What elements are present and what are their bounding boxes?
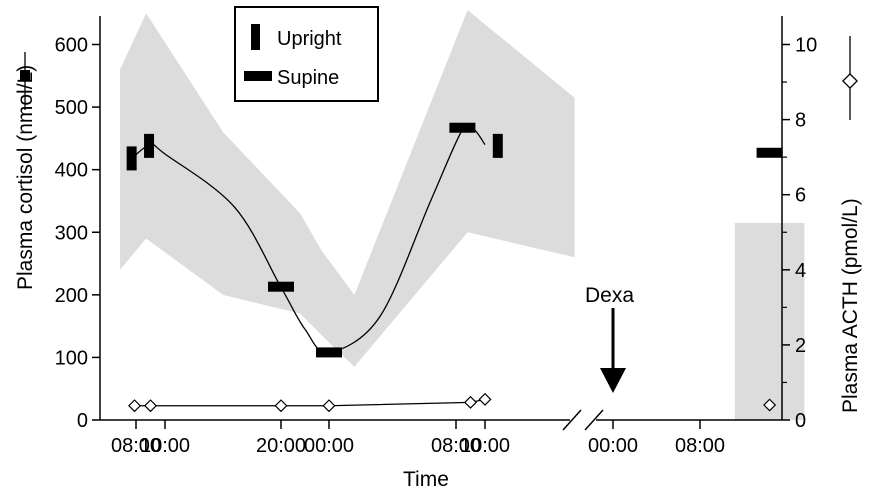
y-left-tick-label: 400 — [55, 160, 88, 182]
y-left-tick-label: 100 — [55, 347, 88, 369]
y-right-tick-label: 6 — [795, 185, 806, 207]
right-key-diamond-marker — [842, 73, 858, 89]
acth-diamond-marker — [463, 395, 478, 409]
legend-supine-marker — [244, 71, 272, 81]
cortisol-reference-band — [120, 10, 575, 367]
y-right-tick-label: 10 — [795, 35, 817, 57]
x-axis-break-mark — [562, 409, 582, 431]
dexa-arrow-head — [600, 368, 626, 393]
legend: Upright Supine — [234, 6, 379, 102]
y-left-tick-label: 300 — [55, 222, 88, 244]
legend-upright-label: Upright — [277, 28, 342, 50]
x-tick-label: 08:00 — [675, 435, 725, 457]
cortisol-supine-marker — [316, 347, 342, 358]
reference-range-layer — [120, 10, 805, 420]
y-right-tick-label: 8 — [795, 110, 806, 132]
legend-upright-marker — [251, 24, 260, 50]
y-left-tick-label: 0 — [77, 410, 88, 432]
y-axis-left-title: Plasma cortisol (nmol/L) — [14, 65, 37, 290]
acth-diamond-marker — [143, 399, 158, 413]
y-axis-right-title: Plasma ACTH (pmol/L) — [839, 198, 862, 413]
acth-line — [134, 398, 486, 407]
x-tick-label: 10:00 — [460, 435, 510, 457]
y-right-tick-label: 2 — [795, 335, 806, 357]
y-right-tick-label: 0 — [795, 410, 806, 432]
cortisol-supine-marker — [449, 122, 476, 133]
x-tick-label: 08:00 — [111, 435, 161, 457]
x-axis-break-mark — [584, 409, 604, 431]
y-left-tick-label: 200 — [55, 285, 88, 307]
x-tick-label: 00:00 — [588, 435, 638, 457]
dexa-annotation: Dexa — [585, 284, 634, 393]
legend-box — [234, 6, 379, 102]
y-right-axis-key — [842, 36, 858, 120]
acth-diamond-marker — [322, 399, 336, 413]
x-axis-title: Time — [403, 468, 449, 491]
data-layer — [126, 122, 783, 413]
acth-diamond-marker — [274, 399, 288, 413]
left-key-square-marker — [20, 70, 30, 80]
y-right-tick-label: 4 — [795, 260, 806, 282]
x-tick-label: 10:00 — [140, 435, 190, 457]
cortisol-reference-band-after-dexa — [734, 222, 805, 420]
cortisol-supine-marker — [268, 281, 294, 292]
cortisol-upright-marker — [492, 133, 503, 158]
y-left-tick-label: 500 — [55, 97, 88, 119]
cortisol-upright-marker — [144, 133, 155, 158]
y-left-axis-key — [20, 52, 30, 110]
x-tick-label: 20:00 — [256, 435, 306, 457]
dexa-label: Dexa — [585, 284, 634, 307]
legend-supine-label: Supine — [277, 67, 339, 89]
x-tick-label: 08:00 — [431, 435, 481, 457]
x-tick-label: 00:00 — [304, 435, 354, 457]
acth-diamond-marker — [128, 399, 142, 413]
y-left-tick-label: 600 — [55, 35, 88, 57]
acth-diamond-marker — [478, 392, 492, 406]
acth-diamond-marker — [763, 398, 777, 412]
cortisol-supine-marker — [756, 147, 783, 158]
cortisol-upright-marker — [126, 146, 137, 171]
